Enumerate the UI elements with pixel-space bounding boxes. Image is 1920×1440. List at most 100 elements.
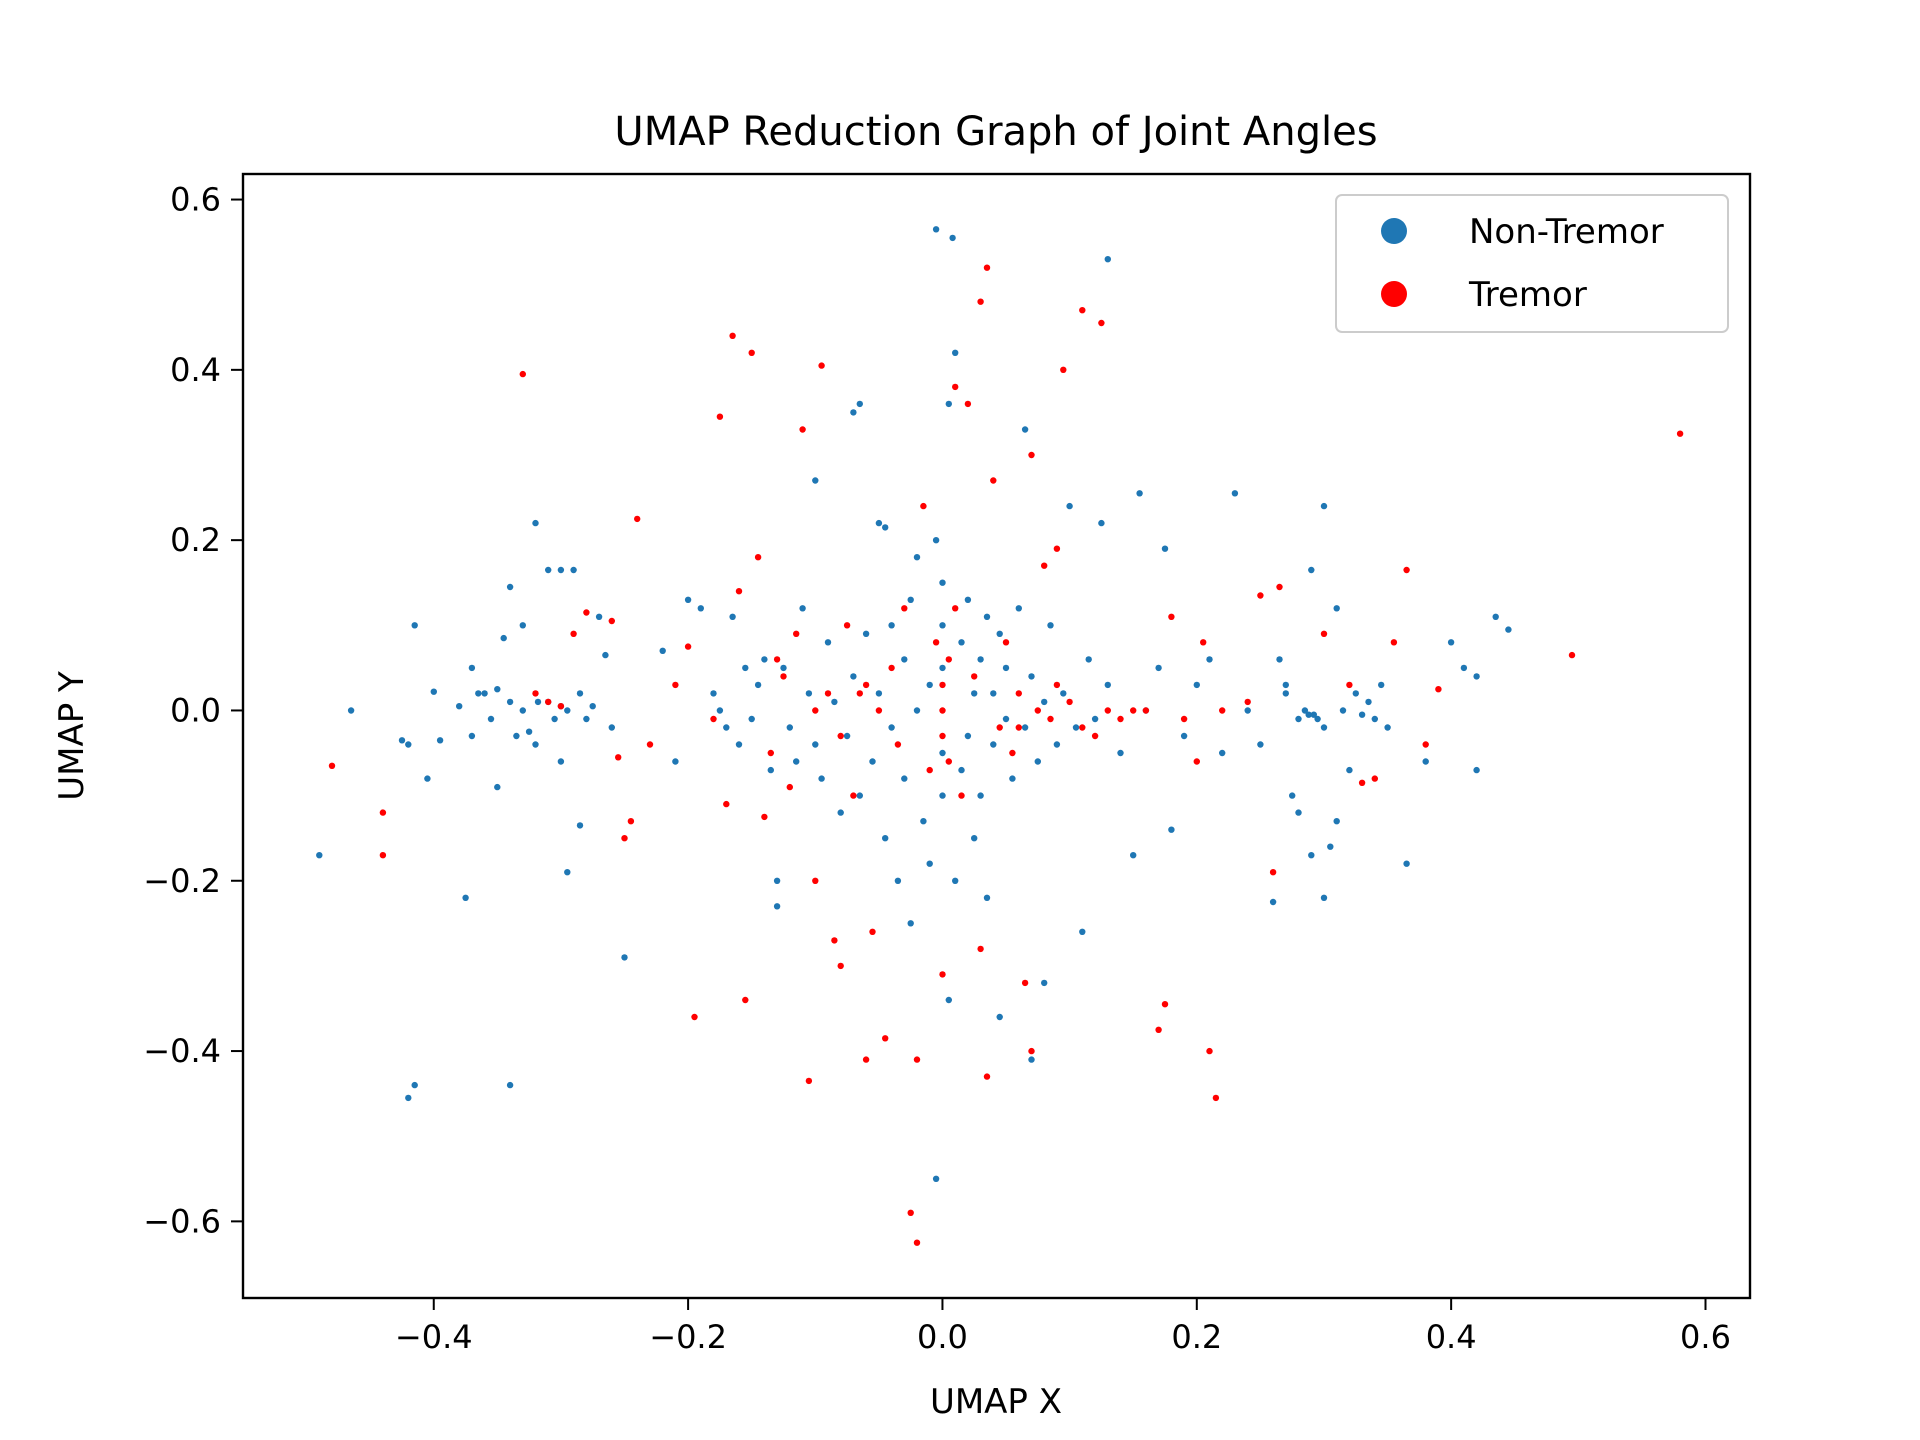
data-point-non-tremor xyxy=(1104,681,1112,689)
legend-marker-tremor xyxy=(1381,281,1407,307)
data-point-tremor xyxy=(913,1056,921,1063)
data-point-non-tremor xyxy=(971,690,978,697)
data-point-tremor xyxy=(532,690,539,697)
data-point-non-tremor xyxy=(977,792,984,799)
data-point-non-tremor xyxy=(684,596,692,603)
data-point-tremor xyxy=(519,370,526,378)
data-point-tremor xyxy=(977,298,984,305)
data-point-non-tremor xyxy=(812,741,819,748)
data-point-non-tremor xyxy=(1257,741,1264,748)
data-point-non-tremor xyxy=(971,835,978,842)
data-point-non-tremor xyxy=(932,226,940,233)
data-point-non-tremor xyxy=(519,622,526,629)
x-tick-label: 0.2 xyxy=(1171,1318,1222,1356)
data-point-non-tremor xyxy=(754,681,762,689)
data-point-non-tremor xyxy=(602,651,609,659)
data-point-non-tremor xyxy=(1015,605,1022,612)
data-point-non-tremor xyxy=(1384,724,1391,731)
data-point-tremor xyxy=(1155,1026,1162,1034)
data-point-tremor xyxy=(621,835,628,842)
series-tremor xyxy=(328,264,1684,1246)
data-point-tremor xyxy=(1212,1094,1220,1102)
data-point-non-tremor xyxy=(506,583,514,591)
data-point-tremor xyxy=(1403,566,1410,574)
data-point-non-tremor xyxy=(1473,766,1480,774)
data-point-non-tremor xyxy=(913,707,921,714)
data-point-non-tremor xyxy=(1180,732,1188,740)
data-point-tremor xyxy=(748,349,755,356)
data-point-tremor xyxy=(939,971,946,978)
data-point-tremor xyxy=(1244,698,1251,706)
data-point-non-tremor xyxy=(1193,681,1201,689)
data-point-tremor xyxy=(812,707,819,714)
data-point-non-tremor xyxy=(1117,749,1124,757)
data-point-tremor xyxy=(894,741,902,748)
data-point-tremor xyxy=(1269,869,1277,876)
data-point-non-tremor xyxy=(875,690,883,697)
data-point-tremor xyxy=(1009,749,1016,757)
data-point-non-tremor xyxy=(716,707,724,714)
data-point-tremor xyxy=(557,703,565,710)
data-point-tremor xyxy=(1053,545,1061,552)
data-point-non-tremor xyxy=(494,686,501,693)
data-point-tremor xyxy=(1142,707,1150,714)
data-point-tremor xyxy=(742,996,749,1004)
data-point-non-tremor xyxy=(793,758,800,765)
data-point-non-tremor xyxy=(1327,843,1334,850)
data-point-non-tremor xyxy=(805,690,813,697)
data-point-non-tremor xyxy=(907,920,914,927)
data-point-tremor xyxy=(793,630,800,637)
data-point-tremor xyxy=(983,1073,991,1080)
data-point-non-tremor xyxy=(1269,898,1277,906)
data-point-non-tremor xyxy=(462,894,469,901)
data-point-non-tremor xyxy=(506,1081,514,1089)
legend-label-non-tremor: Non-Tremor xyxy=(1469,212,1664,252)
data-point-non-tremor xyxy=(723,724,730,731)
data-point-non-tremor xyxy=(1473,673,1480,680)
data-point-tremor xyxy=(691,1013,698,1021)
data-point-non-tremor xyxy=(850,673,857,680)
data-point-tremor xyxy=(1015,724,1022,731)
data-point-non-tremor xyxy=(952,877,959,884)
data-point-non-tremor xyxy=(1009,775,1016,782)
data-point-non-tremor xyxy=(436,737,444,744)
data-point-tremor xyxy=(1015,690,1022,697)
data-point-tremor xyxy=(926,766,933,774)
data-point-non-tremor xyxy=(1091,715,1099,723)
data-point-tremor xyxy=(958,792,965,799)
data-point-tremor xyxy=(945,656,952,663)
data-point-non-tremor xyxy=(812,477,819,484)
data-point-non-tremor xyxy=(1378,681,1385,689)
data-point-non-tremor xyxy=(1314,715,1321,723)
data-point-non-tremor xyxy=(1301,707,1309,714)
data-point-non-tremor xyxy=(583,715,590,723)
legend-marker-non-tremor xyxy=(1381,218,1407,244)
data-point-tremor xyxy=(996,724,1003,731)
data-point-non-tremor xyxy=(958,639,965,646)
data-point-tremor xyxy=(875,707,883,714)
data-point-tremor xyxy=(1193,758,1201,765)
data-point-non-tremor xyxy=(1339,707,1347,714)
data-point-non-tremor xyxy=(1028,1056,1035,1063)
data-point-non-tremor xyxy=(939,579,946,586)
data-point-tremor xyxy=(862,681,870,689)
data-point-non-tremor xyxy=(729,613,736,620)
data-point-non-tremor xyxy=(659,647,666,654)
y-axis-ticks: −0.6 −0.4 −0.2 0.0 0.2 0.4 0.6 xyxy=(143,181,243,1240)
data-point-non-tremor xyxy=(996,630,1003,637)
data-point-non-tremor xyxy=(411,1081,418,1089)
data-point-non-tremor xyxy=(843,732,851,740)
data-point-non-tremor xyxy=(564,707,571,714)
data-point-tremor xyxy=(939,732,946,740)
data-point-tremor xyxy=(1034,707,1042,714)
data-point-tremor xyxy=(843,622,851,629)
data-point-non-tremor xyxy=(534,698,542,706)
data-point-non-tremor xyxy=(697,605,704,612)
y-tick-label: 0.0 xyxy=(170,691,221,729)
data-point-tremor xyxy=(1098,319,1105,327)
data-point-non-tremor xyxy=(621,954,628,961)
data-point-non-tremor xyxy=(1161,545,1169,552)
data-point-tremor xyxy=(735,588,743,595)
data-point-non-tremor xyxy=(1295,809,1302,816)
x-axis-ticks: −0.4 −0.2 0.0 0.2 0.4 0.6 xyxy=(395,1298,1731,1356)
